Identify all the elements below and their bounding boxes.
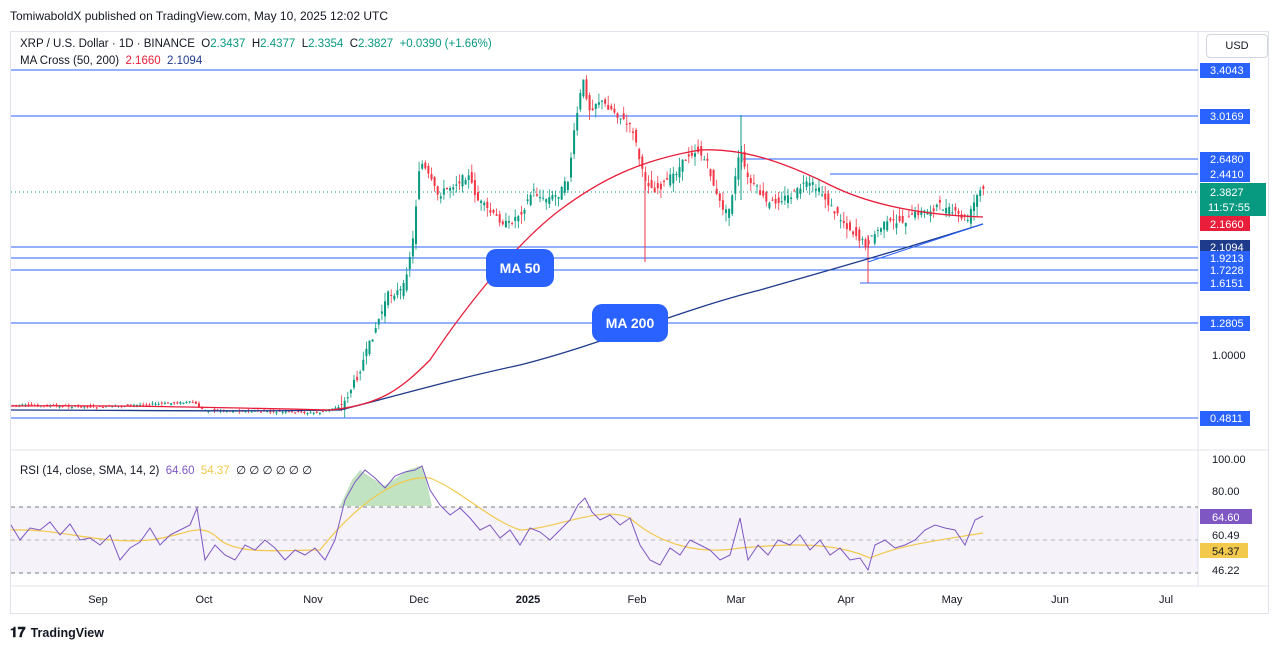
low-label: L [301,38,309,50]
close-value: 2.3827 [358,38,394,50]
rsi-sma-value: 54.37 [200,465,230,477]
high-label: H [251,38,261,50]
high-value: 2.4377 [260,38,296,50]
rsi-value: 64.60 [165,465,195,477]
symbol-title: XRP / U.S. Dollar · 1D · BINANCE [20,38,195,50]
rsi-legend[interactable]: RSI (14, close, SMA, 14, 2) 64.60 54.37 … [20,463,312,477]
open-value: 2.3437 [210,38,246,50]
publisher-text: TomiwaboldX published on TradingView.com… [10,9,388,23]
change-value: +0.0390 (+1.66%) [399,38,492,50]
chart-frame[interactable] [10,31,1269,614]
ma200-value: 2.1094 [167,55,203,67]
tradingview-logo-icon: 𝟏𝟕 [10,624,26,640]
rsi-label: RSI (14, close, SMA, 14, 2) [20,465,160,477]
close-label: C [349,38,358,50]
rsi-extra-values: ∅ ∅ ∅ ∅ ∅ ∅ [236,465,313,477]
ma50-value: 2.1660 [125,55,161,67]
ma-legend[interactable]: MA Cross (50, 200) 2.1660 2.1094 [20,55,202,67]
tradingview-logo[interactable]: 𝟏𝟕 TradingView [10,624,104,641]
ma-label: MA Cross (50, 200) [20,55,120,67]
tradingview-brand: TradingView [30,625,104,640]
open-label: O [201,38,211,50]
low-value: 2.3354 [308,38,344,50]
symbol-legend: XRP / U.S. Dollar · 1D · BINANCE O2.3437… [20,38,492,50]
currency-button[interactable]: USD [1206,34,1268,58]
